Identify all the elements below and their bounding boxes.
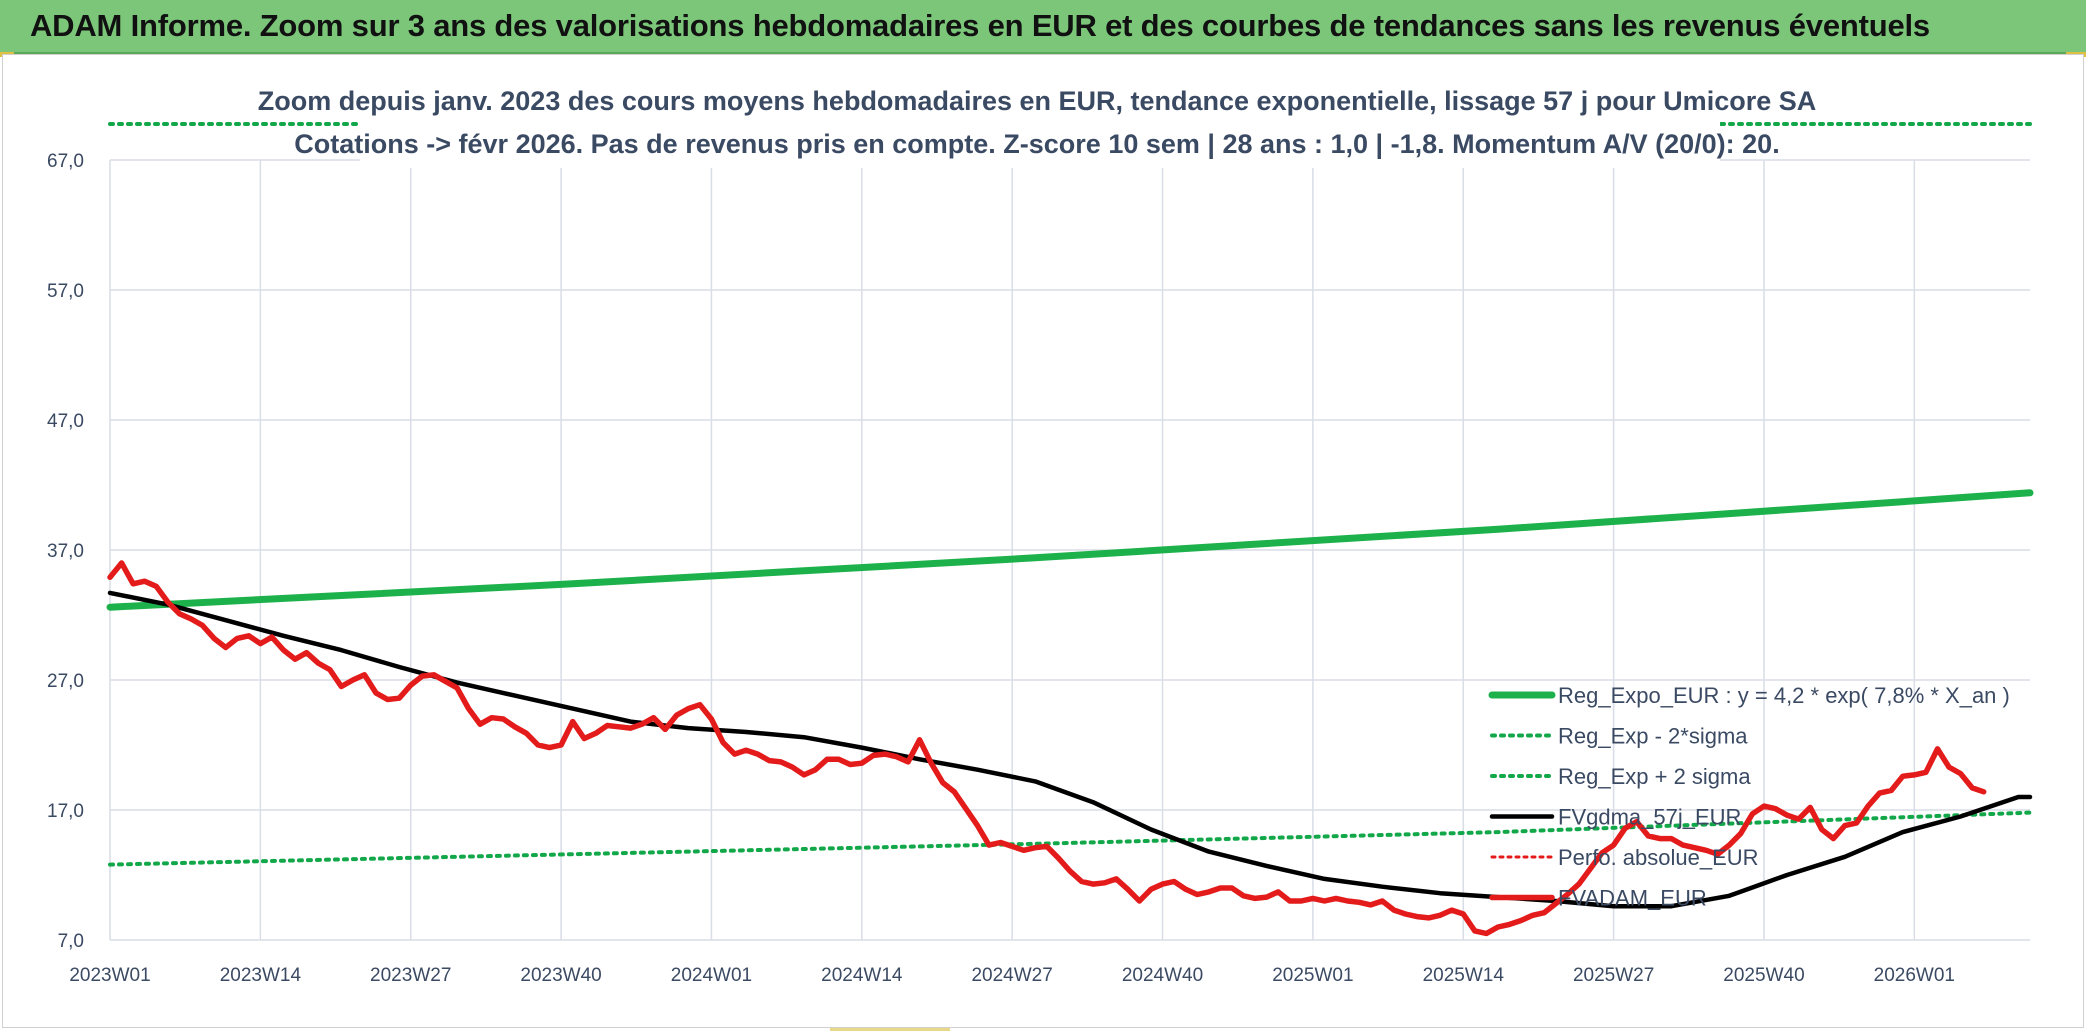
x-tick-label: 2023W27	[370, 965, 451, 986]
y-tick-label: 17,0	[47, 801, 84, 822]
reg-exp-minus-2sigma-line	[108, 810, 2032, 867]
x-tick-label: 2025W01	[1272, 965, 1353, 986]
reg-expo-line	[106, 489, 2034, 611]
x-tick-label: 2024W40	[1122, 965, 1203, 986]
header-band: ADAM Informe. Zoom sur 3 ans des valoris…	[0, 0, 2086, 54]
x-tick-label: 2026W01	[1874, 965, 1955, 986]
x-tick-label: 2024W27	[971, 965, 1052, 986]
y-axis: 7,0 17,0 27,0 37,0 47,0 57,0 67,0	[47, 151, 84, 952]
x-axis: 2023W01 2023W14 2023W27 2023W40 2024W01 2024W…	[69, 965, 1955, 986]
x-tick-label: 2024W01	[671, 965, 752, 986]
chart-frame	[2, 54, 2084, 1028]
x-tick-label: 2023W01	[69, 965, 150, 986]
series-layer	[106, 122, 2034, 937]
legend-label: Perfo. absolue_EUR	[1558, 845, 1759, 870]
legend: Reg_Expo_EUR : y = 4,2 * exp( 7,8% * X_a…	[1488, 683, 2010, 911]
legend-label: FVADAM_EUR	[1558, 886, 1707, 911]
chart-title-line-2: Cotations -> févr 2026. Pas de revenus p…	[294, 129, 1779, 159]
y-tick-label: 7,0	[58, 931, 84, 952]
y-tick-label: 47,0	[47, 411, 84, 432]
bottom-accent	[830, 1026, 950, 1031]
x-tick-label: 2025W14	[1423, 965, 1505, 986]
x-tick-label: 2023W14	[220, 965, 302, 986]
y-tick-label: 27,0	[47, 671, 84, 692]
y-tick-label: 37,0	[47, 541, 84, 562]
legend-label: Reg_Expo_EUR : y = 4,2 * exp( 7,8% * X_a…	[1558, 683, 2010, 708]
legend-label: FVgdma_57j_EUR	[1558, 805, 1741, 830]
x-tick-label: 2025W27	[1573, 965, 1654, 986]
x-tick-label: 2023W40	[520, 965, 601, 986]
x-tick-label: 2024W14	[821, 965, 903, 986]
chart-title-line-1: Zoom depuis janv. 2023 des cours moyens …	[258, 86, 1817, 116]
chart-title-background	[360, 76, 1720, 168]
grid	[109, 159, 2030, 941]
report-title: ADAM Informe. Zoom sur 3 ans des valoris…	[30, 8, 1930, 43]
legend-label: Reg_Exp - 2*sigma	[1558, 724, 1748, 749]
y-tick-label: 67,0	[47, 151, 84, 172]
legend-label: Reg_Exp + 2 sigma	[1558, 764, 1751, 789]
fvadam-line	[107, 560, 1987, 937]
x-tick-label: 2025W40	[1723, 965, 1804, 986]
y-tick-label: 57,0	[47, 281, 84, 302]
